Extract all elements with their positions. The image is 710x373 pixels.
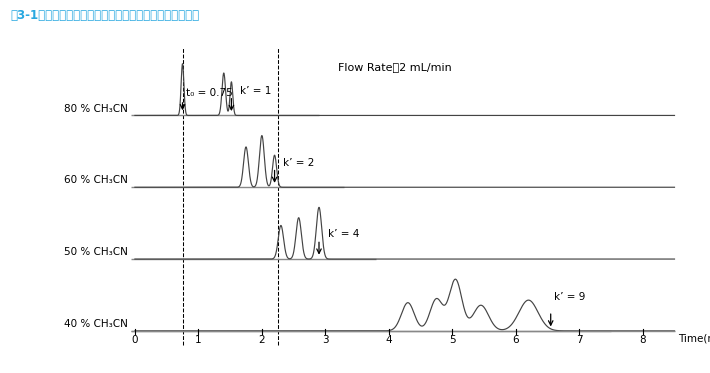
Text: 1: 1 [195, 335, 202, 345]
Text: 5: 5 [449, 335, 456, 345]
Text: 50 % CH₃CN: 50 % CH₃CN [64, 247, 128, 257]
Text: 6: 6 [513, 335, 519, 345]
Text: 3: 3 [322, 335, 329, 345]
Text: 7: 7 [576, 335, 583, 345]
Text: 図3-1　溶離液の溶出力を変化させた時の保持時間の変化: 図3-1 溶離液の溶出力を変化させた時の保持時間の変化 [11, 9, 200, 22]
Text: 0: 0 [131, 335, 138, 345]
Text: Time(min): Time(min) [678, 334, 710, 344]
Text: 80 % CH₃CN: 80 % CH₃CN [64, 104, 128, 113]
Text: k’ = 2: k’ = 2 [283, 158, 315, 167]
Text: k’ = 9: k’ = 9 [555, 292, 586, 302]
Text: k’ = 4: k’ = 4 [327, 229, 359, 239]
Text: 60 % CH₃CN: 60 % CH₃CN [64, 175, 128, 185]
Text: Flow Rate：2 mL/min: Flow Rate：2 mL/min [338, 62, 452, 72]
Text: 8: 8 [640, 335, 646, 345]
Text: 40 % CH₃CN: 40 % CH₃CN [64, 319, 128, 329]
Text: 4: 4 [386, 335, 392, 345]
Text: k’ = 1: k’ = 1 [240, 86, 271, 96]
Text: 2: 2 [258, 335, 265, 345]
Text: t₀ = 0.75: t₀ = 0.75 [186, 88, 233, 98]
